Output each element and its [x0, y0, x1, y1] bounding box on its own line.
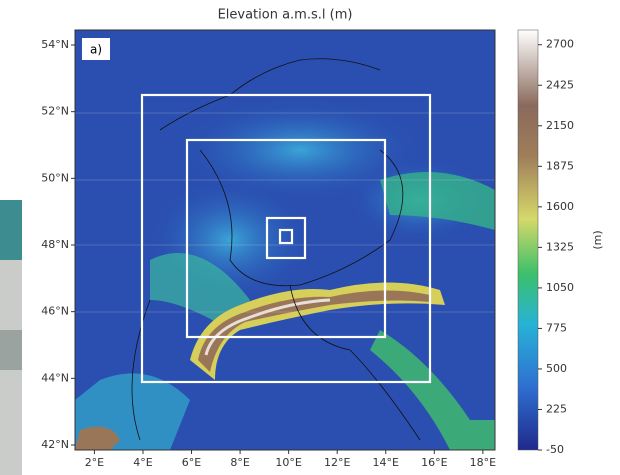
lat-tick-label: 50°N [41, 171, 69, 184]
map-title: Elevation a.m.s.l (m) [218, 8, 353, 23]
colorbar-label: (m) [591, 230, 604, 249]
lat-tick-label: 54°N [41, 38, 69, 51]
colorbar-tick-label: 1600 [546, 200, 574, 213]
colorbar-tick-label: 1875 [546, 159, 574, 172]
panel-label: a) [90, 43, 102, 57]
lat-tick-label: 52°N [41, 105, 69, 118]
lon-tick-label: 4°E [133, 456, 152, 469]
lat-tick-label: 44°N [41, 371, 69, 384]
colorbar-tick-label: 2425 [546, 78, 574, 91]
colorbar-tick-label: 225 [546, 402, 567, 415]
colorbar [518, 30, 538, 450]
colorbar-tick-label: 1325 [546, 240, 574, 253]
background-photo [0, 200, 22, 475]
colorbar-tick-label: 2700 [546, 38, 574, 51]
figure: Elevation a.m.s.l (m) a) [0, 0, 620, 475]
lon-tick-label: 8°E [230, 456, 249, 469]
lat-tick-label: 46°N [41, 305, 69, 318]
colorbar-tick-label: -50 [546, 443, 564, 456]
lon-tick-label: 10°E [275, 456, 301, 469]
lon-tick-label: 6°E [182, 456, 201, 469]
lon-tick-label: 2°E [85, 456, 104, 469]
lon-tick-label: 14°E [373, 456, 399, 469]
lon-tick-label: 18°E [470, 456, 496, 469]
lat-tick-label: 48°N [41, 238, 69, 251]
lon-tick-label: 16°E [421, 456, 447, 469]
lat-tick-label: 42°N [41, 438, 69, 451]
colorbar-tick-label: 500 [546, 362, 567, 375]
colorbar-tick-label: 775 [546, 321, 567, 334]
colorbar-tick-label: 2150 [546, 119, 574, 132]
elevation-map [75, 30, 495, 450]
lon-tick-label: 12°E [324, 456, 350, 469]
colorbar-tick-label: 1050 [546, 281, 574, 294]
